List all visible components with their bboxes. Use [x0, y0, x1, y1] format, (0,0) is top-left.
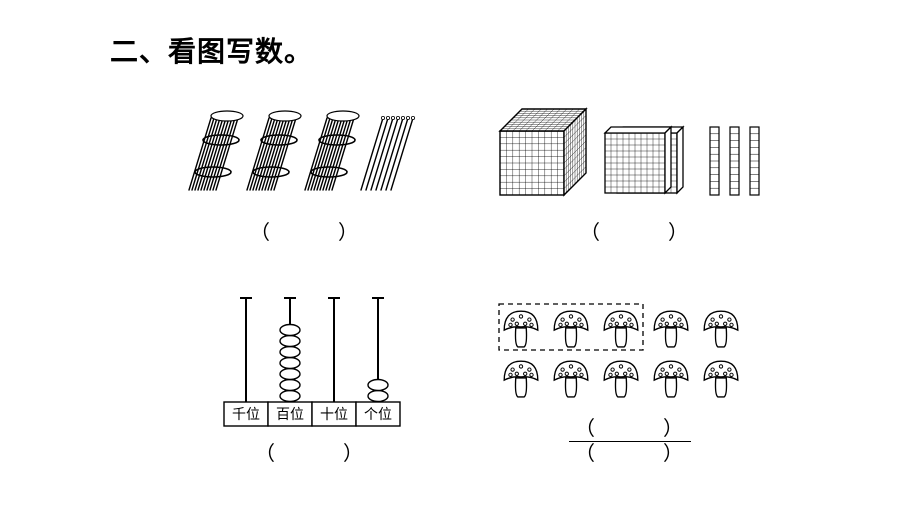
fraction-numerator: （ ） [569, 417, 691, 441]
paren-close: ） [343, 443, 365, 465]
svg-text:千位: 千位 [232, 407, 260, 423]
q1-figure: （ ） [175, 105, 435, 245]
svg-text:百位: 百位 [276, 407, 304, 423]
svg-text:个位: 个位 [364, 407, 392, 423]
page: 二、看图写数。 （ ） （ ） 千位百位十位个位 （ ） （ ） （ ） [0, 0, 920, 518]
paren-close: ） [668, 222, 690, 244]
q1-blank: （ ） [175, 216, 435, 245]
q2-blank: （ ） [490, 216, 780, 245]
blank-space [277, 443, 343, 465]
fraction-denominator: （ ） [569, 442, 691, 466]
q1-svg [175, 105, 435, 205]
section-title: 二、看图写数。 [110, 30, 313, 70]
q2-svg [490, 105, 780, 205]
q4-figure: （ ） （ ） [495, 300, 765, 466]
q4-blank: （ ） （ ） [495, 417, 765, 466]
blank-space [272, 222, 338, 244]
paren-open: （ [255, 443, 277, 465]
paren-open: （ [580, 222, 602, 244]
fraction-blank: （ ） （ ） [569, 417, 691, 466]
blank-space [602, 222, 668, 244]
q2-figure: （ ） [490, 105, 780, 245]
q3-blank: （ ） [210, 437, 410, 466]
q3-svg: 千位百位十位个位 [210, 290, 410, 430]
svg-text:十位: 十位 [320, 407, 348, 423]
q4-svg [495, 300, 765, 410]
paren-open: （ [250, 222, 272, 244]
paren-close: ） [338, 222, 360, 244]
q3-figure: 千位百位十位个位 （ ） [210, 290, 410, 466]
